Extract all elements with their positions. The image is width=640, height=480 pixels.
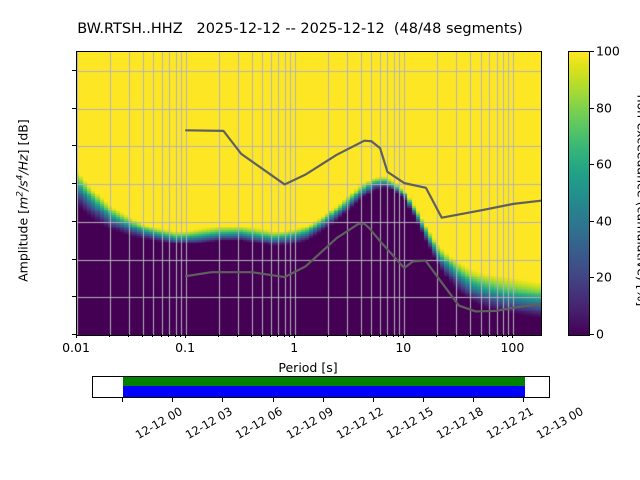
colorbar-tick-label: 100 (596, 43, 620, 59)
colorbar-tick-mark (590, 108, 594, 110)
x-tick-label: 0.1 (175, 340, 196, 355)
timeline-tick-mark (323, 398, 325, 402)
x-tick-label: 1 (290, 340, 299, 355)
timeline-tick-mark (523, 398, 525, 402)
coverage-timeline (92, 376, 550, 398)
data-coverage-bar (123, 377, 525, 386)
x-minor-tick-mark (360, 334, 362, 337)
colorbar-tick-mark (590, 51, 594, 53)
colorbar-tick-label: 80 (596, 100, 612, 116)
x-minor-tick-mark (386, 334, 388, 337)
timeline-date-label: 12-12 03 (183, 404, 235, 442)
ppsd-heatmap (77, 52, 541, 335)
y-tick-mark (72, 70, 76, 72)
x-minor-tick-mark (370, 334, 372, 337)
page-title: BW.RTSH..HHZ 2025-12-12 -- 2025-12-12 (4… (77, 21, 523, 37)
y-tick-mark (72, 183, 76, 185)
x-minor-tick-mark (327, 334, 329, 337)
colorbar-tick-mark (590, 221, 594, 223)
timeline-tick-mark (222, 398, 224, 402)
colorbar-label: non-exceedance (cumulative) [%] (634, 94, 640, 307)
timeline-tick-mark (373, 398, 375, 402)
x-minor-tick-mark (128, 334, 130, 337)
x-minor-tick-mark (251, 334, 253, 337)
x-minor-tick-mark (284, 334, 286, 337)
x-minor-tick-mark (436, 334, 438, 337)
y-axis-label-text: Amplitude [m2/s4/Hz] [dB] (15, 119, 31, 282)
timeline-date-label: 12-13 00 (534, 404, 587, 442)
x-minor-tick-mark (168, 334, 170, 337)
colorbar-tick-label: 40 (596, 213, 612, 229)
timeline-tick-mark (273, 398, 275, 402)
timeline-date-label: 12-12 21 (484, 404, 536, 442)
nlnm-noise-model-line (185, 222, 541, 313)
x-major-tick-mark (76, 334, 78, 338)
timeline-date-label: 12-12 09 (283, 404, 336, 442)
timeline-date-label: 12-12 18 (433, 404, 486, 442)
x-minor-tick-mark (175, 334, 177, 337)
x-minor-tick-mark (277, 334, 279, 337)
x-minor-tick-mark (270, 334, 272, 337)
colorbar-tick-mark (590, 334, 594, 336)
x-axis-label: Period [s] (278, 360, 338, 375)
colorbar-tick-mark (590, 164, 594, 166)
timeline-date-label: 12-12 12 (333, 404, 386, 442)
colorbar-gradient (569, 52, 589, 335)
x-tick-label: 100 (500, 340, 525, 355)
nhnm-noise-model-line (185, 129, 541, 219)
ppsd-plot-area (76, 51, 542, 336)
y-axis-label: Amplitude [m2/s4/Hz] [dB] (15, 61, 30, 341)
colorbar-tick-label: 0 (596, 326, 604, 342)
x-minor-tick-mark (261, 334, 263, 337)
x-minor-tick-mark (346, 334, 348, 337)
y-tick-mark (72, 145, 76, 147)
x-minor-tick-mark (180, 334, 182, 337)
y-tick-mark (72, 221, 76, 223)
colorbar-tick-label: 60 (596, 156, 612, 172)
psd-segments-bar (123, 386, 525, 397)
timeline-tick-mark (423, 398, 425, 402)
y-tick-mark (72, 334, 76, 336)
y-tick-mark (72, 296, 76, 298)
x-minor-tick-mark (289, 334, 291, 337)
timeline-date-label: 12-12 00 (133, 404, 185, 442)
timeline-tick-mark (172, 398, 174, 402)
x-major-tick-mark (512, 334, 514, 338)
timeline-date-label: 12-12 15 (383, 404, 436, 442)
timeline-date-label: 12-12 06 (233, 404, 286, 442)
x-minor-tick-mark (469, 334, 471, 337)
colorbar-tick-label: 20 (596, 269, 612, 285)
x-minor-tick-mark (398, 334, 400, 337)
x-tick-label: 0.01 (62, 340, 90, 355)
x-minor-tick-mark (507, 334, 509, 337)
x-minor-tick-mark (142, 334, 144, 337)
colorbar (568, 51, 590, 336)
noise-model-overlay (185, 129, 541, 313)
x-minor-tick-mark (218, 334, 220, 337)
x-tick-label: 10 (395, 340, 412, 355)
x-major-tick-mark (403, 334, 405, 338)
x-minor-tick-mark (488, 334, 490, 337)
colorbar-tick-mark (590, 277, 594, 279)
timeline-tick-mark (122, 398, 124, 402)
x-minor-tick-mark (455, 334, 457, 337)
x-major-tick-mark (294, 334, 296, 338)
x-major-tick-mark (185, 334, 187, 338)
x-minor-tick-mark (379, 334, 381, 337)
y-tick-mark (72, 108, 76, 110)
x-minor-tick-mark (152, 334, 154, 337)
x-minor-tick-mark (502, 334, 504, 337)
x-minor-tick-mark (109, 334, 111, 337)
x-minor-tick-mark (161, 334, 163, 337)
timeline-tick-mark (473, 398, 475, 402)
x-minor-tick-mark (237, 334, 239, 337)
y-tick-mark (72, 259, 76, 261)
x-minor-tick-mark (496, 334, 498, 337)
x-minor-tick-mark (480, 334, 482, 337)
x-minor-tick-mark (393, 334, 395, 337)
